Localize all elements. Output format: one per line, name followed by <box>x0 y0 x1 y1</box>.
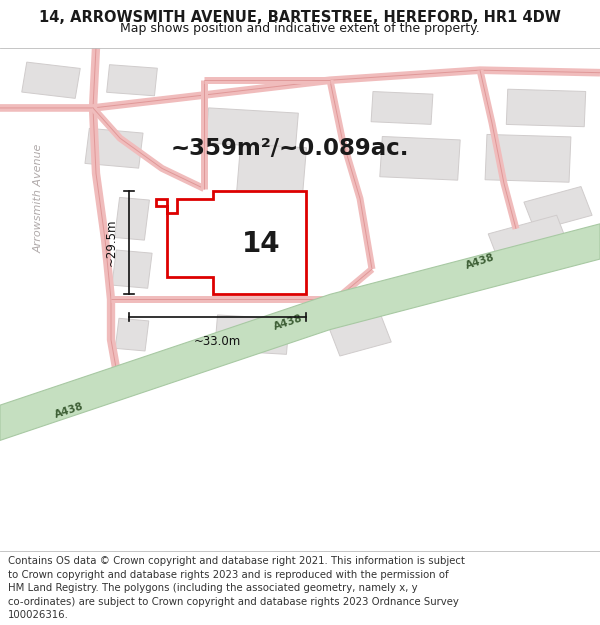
Text: ~29.5m: ~29.5m <box>105 219 118 266</box>
Polygon shape <box>115 318 149 351</box>
Text: ~359m²/~0.089ac.: ~359m²/~0.089ac. <box>171 137 409 160</box>
Polygon shape <box>371 91 433 124</box>
Text: Contains OS data © Crown copyright and database right 2021. This information is : Contains OS data © Crown copyright and d… <box>8 556 465 566</box>
Text: Arrowsmith Avenue: Arrowsmith Avenue <box>34 144 44 253</box>
Polygon shape <box>380 136 460 180</box>
Text: A438: A438 <box>272 312 304 331</box>
Polygon shape <box>112 250 152 288</box>
Text: HM Land Registry. The polygons (including the associated geometry, namely x, y: HM Land Registry. The polygons (includin… <box>8 583 418 593</box>
Polygon shape <box>0 224 600 441</box>
Polygon shape <box>206 108 298 148</box>
Text: co-ordinates) are subject to Crown copyright and database rights 2023 Ordnance S: co-ordinates) are subject to Crown copyr… <box>8 597 458 607</box>
Polygon shape <box>233 144 307 233</box>
Text: ~33.0m: ~33.0m <box>194 334 241 348</box>
Text: A438: A438 <box>53 401 85 419</box>
Polygon shape <box>107 64 157 96</box>
Text: A438: A438 <box>464 253 496 271</box>
Polygon shape <box>524 186 592 231</box>
Polygon shape <box>329 313 391 356</box>
Text: 14: 14 <box>242 230 280 258</box>
Text: 14, ARROWSMITH AVENUE, BARTESTREE, HEREFORD, HR1 4DW: 14, ARROWSMITH AVENUE, BARTESTREE, HEREF… <box>39 11 561 26</box>
Text: to Crown copyright and database rights 2023 and is reproduced with the permissio: to Crown copyright and database rights 2… <box>8 570 448 580</box>
Polygon shape <box>115 198 149 240</box>
Polygon shape <box>22 62 80 98</box>
Text: Map shows position and indicative extent of the property.: Map shows position and indicative extent… <box>120 22 480 35</box>
Text: 100026316.: 100026316. <box>8 611 68 621</box>
Polygon shape <box>85 128 143 168</box>
Polygon shape <box>506 89 586 127</box>
Polygon shape <box>488 215 568 262</box>
Polygon shape <box>215 315 289 354</box>
Polygon shape <box>156 191 306 294</box>
Polygon shape <box>485 134 571 182</box>
